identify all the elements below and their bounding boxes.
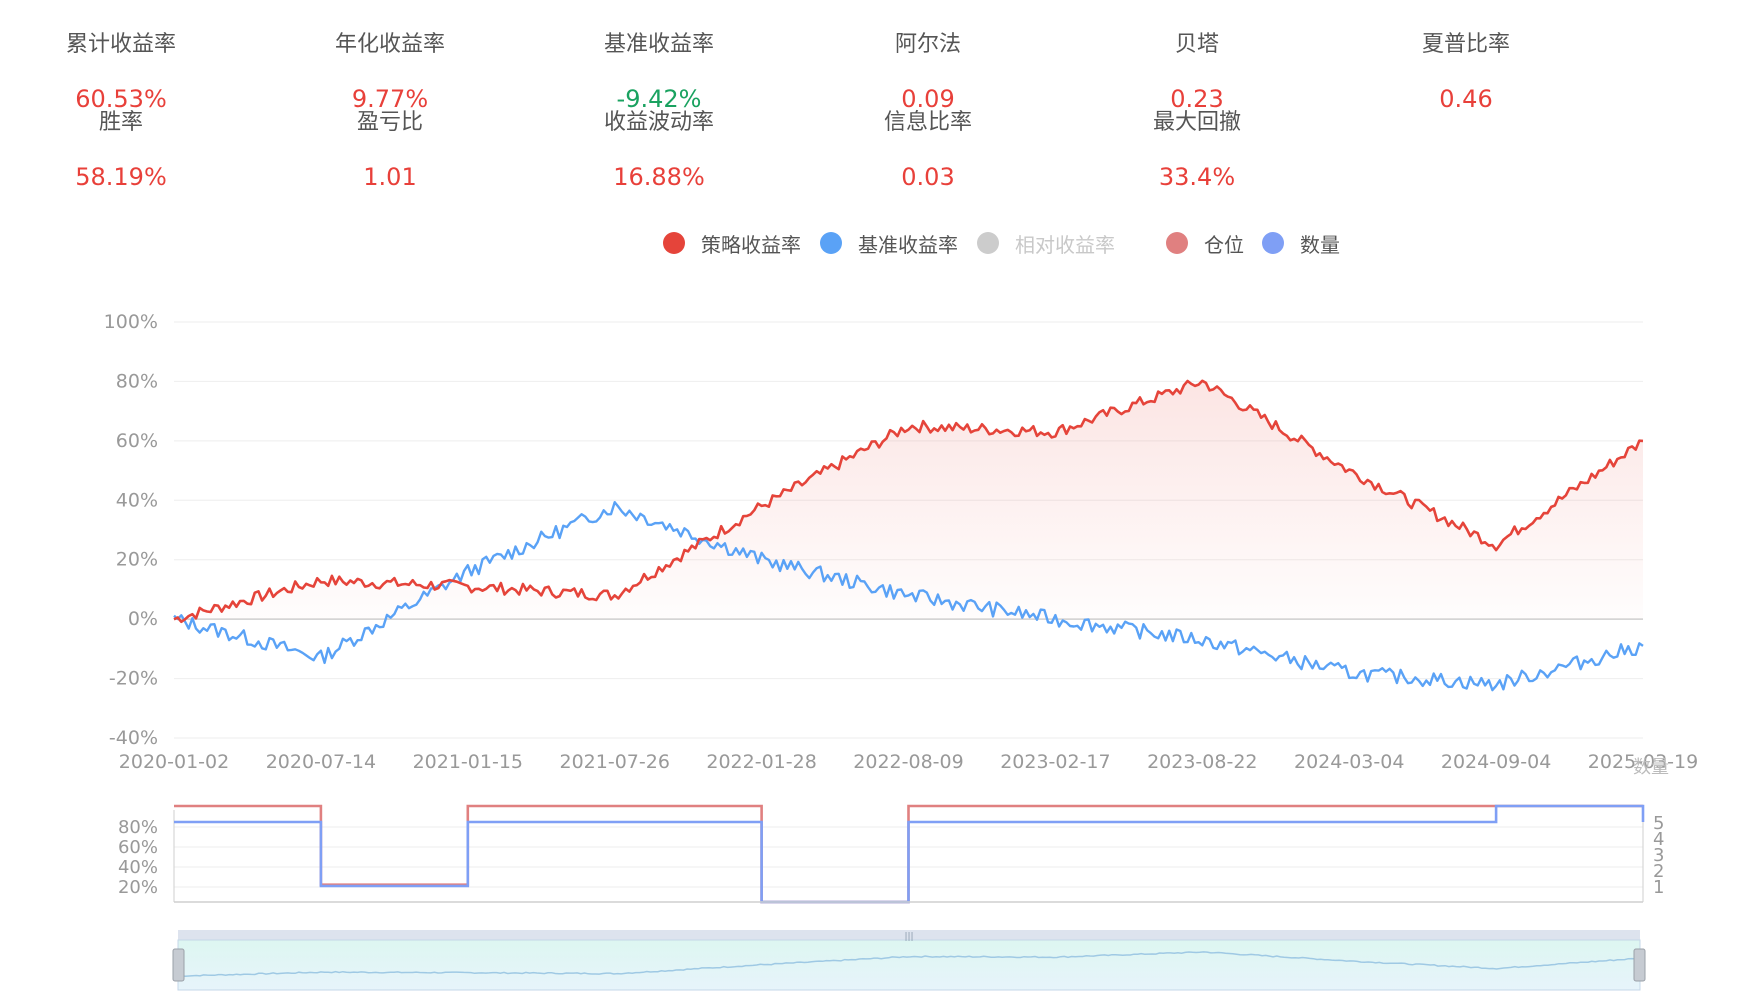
- y-tick-label: 20%: [118, 877, 158, 898]
- metric-label: 年化收益率: [334, 32, 445, 57]
- metric-label: 夏普比率: [1421, 32, 1510, 57]
- legend-item-relative[interactable]: 相对收益率: [977, 226, 1115, 260]
- legend-label: 基准收益率: [858, 232, 958, 257]
- metric-value: 0.03: [901, 163, 955, 191]
- main-x-axis: 2020-01-02 2020-07-14 2021-01-15 2021-07-26…: [119, 751, 1698, 773]
- y-tick-label: 40%: [118, 857, 158, 878]
- slider-left-handle[interactable]: [172, 948, 185, 982]
- legend-dot-benchmark: [820, 232, 842, 254]
- legend-item-benchmark[interactable]: 基准收益率: [820, 226, 958, 260]
- y-tick-label: -20%: [109, 668, 158, 690]
- legend-item-strategy[interactable]: 策略收益率: [663, 226, 801, 260]
- legend-item-position[interactable]: 仓位: [1166, 226, 1244, 260]
- x-tick-label: 2024-03-04: [1294, 751, 1404, 773]
- metric-label: 基准收益率: [603, 32, 714, 57]
- slider-right-handle[interactable]: [1633, 948, 1646, 982]
- chart-legend: 策略收益率 基准收益率 相对收益率 仓位 数量: [0, 226, 1742, 260]
- y-tick-label: 80%: [118, 817, 158, 838]
- metric-label: 最大回撤: [1152, 110, 1241, 135]
- metric-value: 1.01: [363, 163, 417, 191]
- legend-dot-relative: [977, 232, 999, 254]
- legend-dot-quantity: [1262, 232, 1284, 254]
- strategy-area-fill: [174, 380, 1643, 622]
- metric-sharpe: 夏普比率 0.46: [1336, 26, 1596, 113]
- y-tick-label: -40%: [109, 727, 158, 749]
- legend-dot-strategy: [663, 232, 685, 254]
- y2-tick-label: 4: [1653, 829, 1664, 850]
- metrics-panel: 累计收益率 60.53% 年化收益率 9.77% 基准收益率 -9.42% 阿尔…: [0, 0, 1742, 210]
- metric-value: -9.42%: [616, 85, 702, 113]
- metric-value: 0.09: [901, 85, 955, 113]
- x-tick-label: 2022-01-28: [706, 751, 816, 773]
- y-tick-label: 20%: [116, 549, 158, 571]
- metric-value: 58.19%: [75, 163, 167, 191]
- y-tick-label: 60%: [118, 837, 158, 858]
- x-tick-label: 2021-01-15: [413, 751, 523, 773]
- y2-tick-label: 3: [1653, 845, 1664, 866]
- x-tick-label: 2023-02-17: [1000, 751, 1110, 773]
- sub-y-axis: 80%60%40%20%: [118, 817, 158, 898]
- slider-grip-icon[interactable]: |||: [904, 932, 913, 942]
- metric-benchmark-return: 基准收益率 -9.42%: [529, 26, 789, 113]
- slider-top-bar: [178, 930, 1640, 940]
- metric-information-ratio: 信息比率 0.03: [798, 104, 1058, 191]
- metric-value: 0.23: [1170, 85, 1224, 113]
- metric-win-rate: 胜率 58.19%: [0, 104, 251, 191]
- metric-value: 9.77%: [351, 85, 429, 113]
- legend-label: 相对收益率: [1015, 232, 1115, 257]
- metric-label: 盈亏比: [356, 110, 423, 135]
- legend-dot-position: [1166, 232, 1188, 254]
- metric-value: 0.46: [1439, 85, 1493, 113]
- legend-label: 仓位: [1204, 232, 1244, 257]
- main-y-axis: 100% 80% 60% 40% 20% 0% -20% -40%: [104, 311, 158, 749]
- date-zoom-slider[interactable]: |||: [172, 930, 1646, 991]
- y-tick-label: 60%: [116, 430, 158, 452]
- metric-label: 累计收益率: [65, 32, 176, 57]
- metric-label: 信息比率: [883, 110, 972, 135]
- y2-tick-label: 1: [1653, 877, 1664, 898]
- x-tick-label: 2021-07-26: [559, 751, 669, 773]
- x-tick-label: 2020-07-14: [266, 751, 376, 773]
- metric-value: 16.88%: [613, 163, 705, 191]
- metric-label: 阿尔法: [894, 32, 961, 57]
- legend-item-quantity[interactable]: 数量: [1262, 226, 1340, 260]
- metric-label: 收益波动率: [603, 110, 714, 135]
- y-tick-label: 0%: [128, 608, 158, 630]
- x-tick-label: 2024-09-04: [1441, 751, 1551, 773]
- metric-volatility: 收益波动率 16.88%: [529, 104, 789, 191]
- slider-window[interactable]: [177, 939, 1641, 991]
- metric-label: 贝塔: [1174, 32, 1219, 57]
- metric-profit-loss-ratio: 盈亏比 1.01: [260, 104, 520, 191]
- y-tick-label: 40%: [116, 489, 158, 511]
- metric-annual-return: 年化收益率 9.77%: [260, 26, 520, 113]
- metric-value: 33.4%: [1158, 163, 1236, 191]
- x-tick-label: 2023-08-22: [1147, 751, 1257, 773]
- legend-label: 策略收益率: [701, 232, 801, 257]
- metric-max-drawdown: 最大回撤 33.4%: [1067, 104, 1327, 191]
- strategy-line: [173, 379, 1644, 624]
- metric-beta: 贝塔 0.23: [1067, 26, 1327, 113]
- y2-tick-label: 2: [1653, 861, 1664, 882]
- quantity-axis-name: 数量: [1633, 757, 1669, 778]
- x-tick-label: 2022-08-09: [853, 751, 963, 773]
- legend-label: 数量: [1300, 232, 1340, 257]
- slider-preview-line: [177, 951, 1643, 978]
- benchmark-line: [173, 501, 1644, 692]
- y2-tick-label: 5: [1653, 813, 1664, 834]
- metric-alpha: 阿尔法 0.09: [798, 26, 1058, 113]
- metric-cumulative-return: 累计收益率 60.53%: [0, 26, 251, 113]
- y-tick-label: 100%: [104, 311, 158, 333]
- metric-value: 60.53%: [75, 85, 167, 113]
- y-tick-label: 80%: [116, 370, 158, 392]
- x-tick-label: 2020-01-02: [119, 751, 229, 773]
- x-tick-label: 2025-03-19: [1588, 751, 1698, 773]
- metric-label: 胜率: [98, 110, 143, 135]
